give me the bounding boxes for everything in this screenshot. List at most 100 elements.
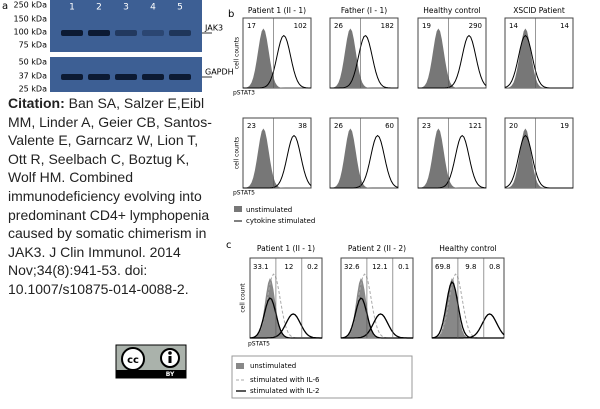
band: [88, 74, 110, 80]
gate-value: 23: [422, 122, 431, 130]
axis-label: pSTAT5: [248, 341, 270, 348]
legend-frame: [231, 355, 413, 399]
histogram-unstimulated: [243, 128, 311, 188]
gate-value: 0.2: [307, 263, 318, 271]
histogram-stimulated: [330, 134, 399, 189]
mw-label: 25 kDa: [19, 85, 48, 94]
histogram-il2: [249, 297, 322, 339]
band: [115, 74, 137, 80]
gate-value: 12: [284, 263, 293, 271]
legend-label: unstimulated: [250, 362, 296, 370]
column-title: XSCID Patient: [513, 6, 565, 15]
histogram-il2-tail: [250, 313, 322, 339]
legend-swatch: [236, 363, 244, 369]
citation-label: Citation:: [8, 95, 65, 111]
column-title: Healthy control: [423, 6, 480, 15]
axis-label: cell count: [240, 283, 247, 313]
band: [142, 30, 164, 36]
mw-label: 150 kDa: [13, 15, 47, 24]
gate-value: 17: [247, 22, 256, 30]
histogram-stimulated: [504, 134, 573, 189]
panel-label: a: [2, 1, 8, 12]
gate-value: 14: [509, 22, 518, 30]
histogram-stimulated: [330, 34, 398, 89]
lane-label: 5: [177, 3, 183, 13]
citation: Citation: Ban SA, Salzer E,Eibl MM, Lind…: [8, 94, 220, 299]
band: [61, 74, 83, 80]
gate-value: 23: [247, 122, 256, 130]
column-title: Father (I - 1): [341, 6, 387, 15]
gate-value: 290: [469, 22, 482, 30]
panel-label: c: [226, 240, 232, 251]
legend-label: unstimulated: [246, 206, 292, 214]
legend-label: stimulated with IL-2: [250, 387, 319, 395]
gate-value: 9.8: [465, 263, 476, 271]
histogram-il2-tail: [341, 313, 413, 339]
histogram-unstimulated: [330, 128, 398, 188]
gate-value: 182: [381, 22, 394, 30]
band: [88, 30, 110, 36]
gate-value: 19: [560, 122, 569, 130]
mw-label: 75 kDa: [19, 41, 48, 50]
histogram-stimulated: [418, 134, 487, 189]
panel-label: b: [228, 9, 234, 20]
mw-label: 37 kDa: [19, 72, 48, 81]
gate-value: 102: [294, 22, 307, 30]
legend-label: cytokine stimulated: [246, 217, 315, 225]
band: [115, 30, 137, 36]
column-title: Healthy control: [439, 244, 496, 253]
band: [169, 30, 191, 36]
band-label: JAK3: [204, 24, 223, 33]
blot-jak3: [50, 0, 202, 52]
column-title: Patient 1 (II - 1): [257, 244, 315, 253]
axis-label: cell counts: [234, 137, 241, 169]
histogram-il2: [431, 281, 504, 339]
cc-badge: cc BY: [115, 344, 187, 379]
gate-value: 69.8: [435, 263, 451, 271]
gate-value: 38: [298, 122, 307, 130]
gate-value: 26: [334, 122, 343, 130]
lane-label: 3: [123, 3, 129, 13]
gate-value: 0.1: [398, 263, 409, 271]
band: [61, 30, 83, 36]
cc-mark: cc: [127, 355, 139, 366]
lane-label: 4: [150, 3, 156, 13]
lane-label: 2: [96, 3, 102, 13]
axis-label: pSTAT5: [233, 190, 255, 197]
histogram-stimulated: [418, 34, 487, 89]
axis-label: cell counts: [234, 37, 241, 69]
histogram-stimulated: [243, 34, 311, 89]
lane-label: 1: [69, 3, 75, 13]
gate-value: 26: [334, 22, 343, 30]
column-title: Patient 1 (II - 1): [248, 6, 306, 15]
histogram-il2-tail: [432, 313, 505, 339]
band-label: GAPDH: [205, 68, 234, 77]
gate-value: 32.6: [344, 263, 360, 271]
gate-value: 12.1: [372, 263, 388, 271]
gate-value: 0.8: [489, 263, 500, 271]
histogram-unstimulated: [418, 128, 486, 188]
gate-value: 33.1: [253, 263, 269, 271]
axis-label: pSTAT3: [233, 90, 255, 97]
gate-value: 19: [422, 22, 431, 30]
gate-value: 60: [385, 122, 394, 130]
gate-value: 14: [560, 22, 569, 30]
histogram-unstimulated: [418, 28, 486, 88]
band: [169, 74, 191, 80]
mw-label: 250 kDa: [13, 1, 47, 10]
legend-swatch: [234, 206, 242, 212]
gate-value: 121: [469, 122, 482, 130]
mw-label: 50 kDa: [19, 58, 48, 67]
histogram-unstimulated: [330, 28, 398, 88]
histogram-unstimulated: [243, 28, 311, 88]
cc-by: BY: [166, 371, 175, 378]
gate-value: 20: [509, 122, 518, 130]
histogram-stimulated: [504, 34, 573, 89]
band: [142, 74, 164, 80]
histogram-stimulated: [243, 134, 312, 189]
column-title: Patient 2 (II - 2): [348, 244, 406, 253]
mw-label: 100 kDa: [13, 28, 47, 37]
legend-label: stimulated with IL-6: [250, 376, 320, 384]
